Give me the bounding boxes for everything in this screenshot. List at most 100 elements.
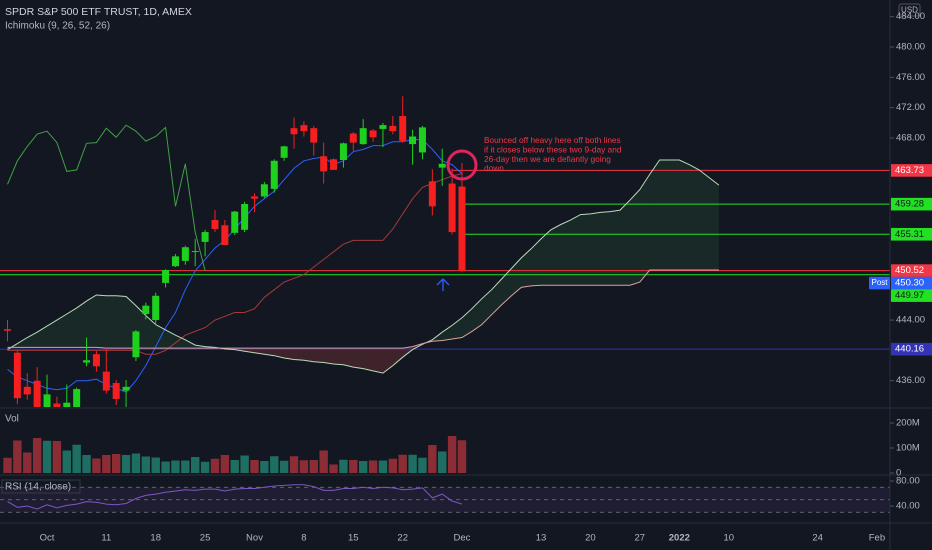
candle-body bbox=[438, 163, 446, 168]
volume-bar bbox=[111, 454, 121, 473]
candle-body bbox=[379, 125, 387, 129]
y-tick-label: 40.00 bbox=[896, 501, 920, 512]
candle-body bbox=[241, 204, 249, 230]
y-tick-label: 472.00 bbox=[896, 102, 925, 113]
volume-bar bbox=[161, 461, 170, 473]
y-tick-label: 80.00 bbox=[896, 476, 920, 487]
x-tick-label: 20 bbox=[585, 533, 596, 544]
cloud-fill bbox=[294, 348, 304, 361]
cloud-fill bbox=[353, 348, 364, 369]
x-tick-label: 15 bbox=[348, 533, 359, 544]
cloud-fill bbox=[501, 268, 512, 305]
x-tick-label: 18 bbox=[150, 533, 161, 544]
cloud-fill bbox=[659, 160, 670, 270]
candle-body bbox=[290, 128, 298, 135]
price-label-box bbox=[891, 289, 932, 302]
y-tick-label: 200M bbox=[896, 418, 920, 429]
candle-body bbox=[349, 133, 357, 143]
volume-bar bbox=[329, 464, 338, 473]
price-label: 455.31 bbox=[895, 229, 924, 240]
candle-body bbox=[43, 394, 51, 407]
price-label-box bbox=[891, 227, 932, 241]
cloud-fill bbox=[610, 210, 621, 286]
candle-body bbox=[330, 159, 338, 170]
volume-bar bbox=[438, 451, 447, 473]
candle-body bbox=[63, 402, 71, 407]
cloud-fill bbox=[17, 337, 28, 348]
cloud-fill bbox=[442, 325, 453, 341]
price-label: 440.16 bbox=[895, 344, 924, 355]
volume-bar bbox=[32, 438, 42, 473]
volume-bar bbox=[457, 440, 467, 473]
cloud-fill bbox=[116, 295, 127, 349]
candle-body bbox=[428, 181, 436, 207]
arrow-head bbox=[436, 278, 450, 286]
annotation-text: Bounced off heavy here off both lines bbox=[484, 135, 621, 145]
candle-body bbox=[142, 305, 150, 314]
price-label-box bbox=[891, 197, 932, 211]
arrow bbox=[436, 278, 450, 291]
candle-body bbox=[251, 196, 258, 199]
volume-label: Vol bbox=[5, 414, 19, 425]
cloud-fill bbox=[96, 295, 107, 349]
rsi-label-box bbox=[1, 479, 81, 494]
cloud-fill bbox=[521, 248, 532, 288]
cloud-fill bbox=[343, 348, 354, 368]
volume-bar bbox=[102, 455, 111, 473]
volume-bar bbox=[23, 452, 32, 473]
rsi-line bbox=[7, 484, 463, 510]
price-label-box bbox=[891, 164, 932, 177]
ichimoku-line bbox=[7, 159, 720, 374]
volume-bar bbox=[141, 456, 151, 473]
cloud-fill bbox=[541, 229, 551, 286]
price-label-box bbox=[891, 276, 932, 290]
candle-body bbox=[448, 183, 456, 233]
x-tick-label: 10 bbox=[723, 533, 734, 544]
volume-bar bbox=[151, 457, 160, 473]
candle-body bbox=[23, 386, 31, 395]
candle-body bbox=[310, 128, 318, 143]
volume-bar bbox=[200, 461, 210, 473]
cloud-fill bbox=[550, 224, 561, 286]
x-tick-label: 25 bbox=[200, 533, 211, 544]
volume-bar bbox=[299, 460, 309, 473]
price-pane bbox=[0, 96, 890, 407]
candle-body bbox=[4, 329, 11, 331]
volume-bar bbox=[72, 444, 81, 473]
cloud-fill bbox=[323, 348, 334, 365]
candle-body bbox=[13, 352, 21, 399]
x-tick-label: 8 bbox=[301, 533, 306, 544]
cloud-fill bbox=[649, 160, 660, 270]
price-label: 463.73 bbox=[895, 165, 924, 176]
price-label-box bbox=[891, 342, 932, 356]
volume-bar bbox=[131, 453, 141, 473]
candle-body bbox=[389, 125, 397, 132]
volume-bar bbox=[368, 460, 378, 473]
price-tag: Post bbox=[871, 278, 888, 287]
cloud-fill bbox=[679, 160, 690, 270]
volume-bar bbox=[358, 461, 368, 473]
cloud-fill bbox=[629, 189, 640, 286]
volume-bar bbox=[279, 460, 289, 473]
ichimoku-line bbox=[7, 173, 463, 355]
cloud-fill bbox=[274, 348, 285, 358]
volume-bar bbox=[171, 460, 180, 473]
annotation-text: down bbox=[484, 163, 504, 173]
volume-bar bbox=[447, 436, 457, 473]
volume-pane bbox=[3, 436, 467, 473]
volume-bar bbox=[210, 458, 220, 473]
cloud-fill bbox=[56, 313, 67, 348]
price-label-box bbox=[891, 264, 932, 277]
volume-bar bbox=[428, 445, 437, 473]
rsi-band-fill bbox=[0, 487, 890, 513]
volume-bar bbox=[309, 460, 318, 473]
candle-body bbox=[280, 146, 288, 158]
candle-body bbox=[162, 270, 170, 283]
cloud-fill bbox=[363, 348, 374, 371]
x-tick-label: Dec bbox=[454, 533, 471, 544]
volume-bar bbox=[191, 457, 200, 473]
candle-body bbox=[369, 130, 377, 138]
candle-body bbox=[359, 128, 367, 145]
chart-title: SPDR S&P 500 ETF TRUST, 1D, AMEX bbox=[5, 6, 192, 18]
